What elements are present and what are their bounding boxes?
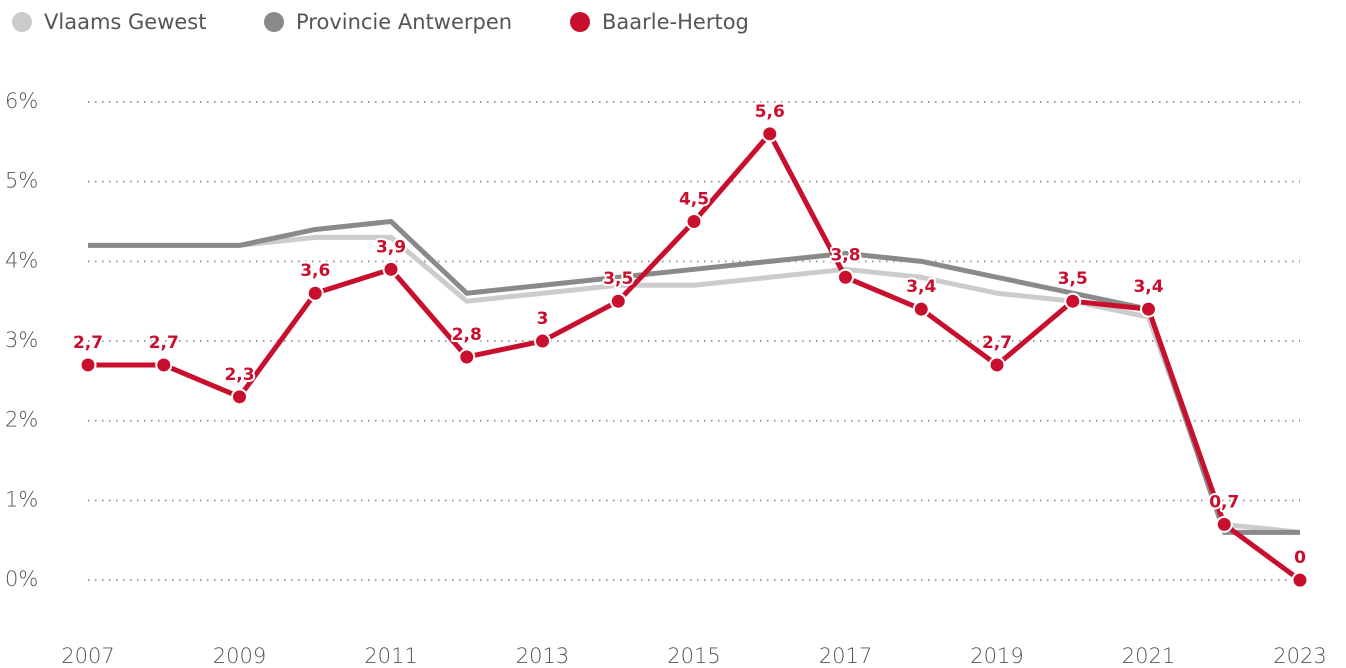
line (88, 234, 1301, 535)
point (609, 292, 627, 310)
point (761, 125, 779, 143)
x-tick-label: 2007 (61, 644, 114, 668)
legend-label: Vlaams Gewest (44, 10, 206, 34)
data-label: 3,8 (830, 245, 860, 265)
data-label: 4,5 (679, 189, 709, 209)
x-tick-label: 2009 (213, 644, 266, 668)
point (1140, 300, 1157, 318)
y-tick-label: 2% (5, 408, 38, 432)
point (912, 300, 930, 318)
line (88, 218, 1300, 535)
y-tick-label: 5% (5, 169, 38, 193)
legend-swatch (12, 12, 32, 32)
data-label: 3,5 (1058, 269, 1088, 289)
point (155, 356, 173, 374)
point (1215, 515, 1233, 533)
point (837, 268, 854, 286)
point (79, 356, 97, 374)
data-label: 5,6 (755, 102, 785, 122)
point (306, 284, 324, 302)
point (458, 348, 476, 366)
y-tick-label: 6% (5, 89, 38, 113)
point (1291, 571, 1309, 589)
legend-label: Provincie Antwerpen (296, 10, 512, 34)
data-label: 3,9 (376, 237, 406, 257)
x-tick-label: 2023 (1273, 644, 1326, 668)
data-label: 2,3 (224, 365, 254, 385)
point (685, 212, 703, 230)
data-label: 0 (1294, 548, 1306, 568)
point (1064, 292, 1082, 310)
data-label: 2,7 (73, 333, 103, 353)
data-label: 3 (537, 309, 549, 329)
data-label: 3,6 (300, 261, 330, 281)
y-tick-label: 0% (5, 567, 38, 591)
legend-swatch (264, 12, 284, 32)
x-tick-label: 2011 (364, 644, 417, 668)
point (231, 388, 248, 406)
data-label: 3,4 (1133, 277, 1163, 297)
x-tick-label: 2017 (819, 644, 872, 668)
x-tick-label: 2013 (516, 644, 569, 668)
legend-swatch (570, 12, 590, 32)
y-tick-label: 1% (5, 487, 38, 511)
legend-label: Baarle-Hertog (602, 10, 749, 34)
data-label: 3,4 (906, 277, 936, 297)
point (382, 260, 400, 278)
x-tick-label: 2015 (667, 644, 720, 668)
point (534, 332, 551, 350)
data-label: 2,8 (452, 325, 482, 345)
data-label: 3,5 (603, 269, 633, 289)
y-tick-label: 3% (5, 328, 38, 352)
data-label: 0,7 (1209, 492, 1239, 512)
data-label: 2,7 (149, 333, 179, 353)
x-tick-label: 2021 (1122, 644, 1175, 668)
y-tick-label: 4% (5, 248, 38, 272)
data-label: 2,7 (982, 333, 1012, 353)
point (988, 356, 1006, 374)
x-tick-label: 2019 (970, 644, 1023, 668)
